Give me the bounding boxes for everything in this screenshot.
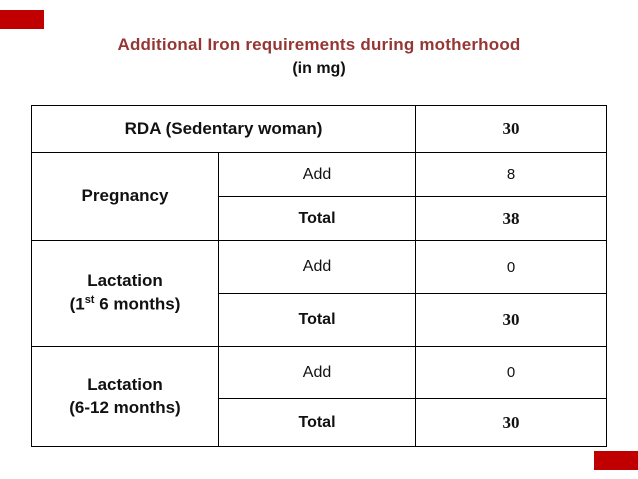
pregnancy-label-cell: Pregnancy [31, 152, 219, 241]
slide-title: Additional Iron requirements during moth… [117, 35, 521, 54]
table-row: RDA (Sedentary woman) 30 [30, 105, 608, 153]
lactation-first6-line1: Lactation [87, 271, 163, 291]
lactation-first6-total-label-cell: Total [217, 293, 417, 347]
pregnancy-add-value-cell: 8 [415, 152, 608, 197]
lactation-6-12-total-label-cell: Total [217, 398, 417, 447]
lactation-6-12-line2: (6-12 months) [69, 397, 181, 417]
table-row: Total 30 [32, 398, 608, 447]
lactation-first6-add-value-cell: 0 [415, 240, 608, 294]
table-row: Pregnancy Add 8 [31, 152, 608, 241]
rda-label-cell: RDA (Sedentary woman) [30, 105, 417, 153]
table-row: Total 38 [32, 196, 608, 241]
lactation-first6-label-cell: Lactation (1st 6 months) [31, 240, 219, 347]
rda-value-cell: 30 [415, 105, 608, 153]
pregnancy-add-label-cell: Add [217, 152, 417, 197]
slide-subtitle: (in mg) [292, 60, 346, 77]
table-row: Lactation (1st 6 months) Add 0 [31, 240, 608, 347]
bottom-right-red-bar [594, 451, 638, 470]
lactation-first6-line2: (1st 6 months) [69, 294, 181, 314]
top-left-red-bar [0, 10, 44, 29]
lactation-6-12-total-value-cell: 30 [415, 398, 608, 447]
pregnancy-total-label-cell: Total [217, 196, 417, 241]
table-row: Lactation (6-12 months) Add 0 [31, 346, 608, 447]
table-row: Total 30 [32, 293, 608, 347]
lactation-first6-total-value-cell: 30 [415, 293, 608, 347]
lactation-6-12-label-cell: Lactation (6-12 months) [31, 346, 219, 447]
lactation-first6-add-label-cell: Add [217, 240, 417, 294]
iron-requirements-table: RDA (Sedentary woman) 30 Pregnancy Add 8… [30, 105, 608, 447]
lactation-6-12-line1: Lactation [87, 374, 163, 394]
lactation-6-12-add-label-cell: Add [217, 346, 417, 399]
pregnancy-total-value-cell: 38 [415, 196, 608, 241]
lactation-6-12-add-value-cell: 0 [415, 346, 608, 399]
